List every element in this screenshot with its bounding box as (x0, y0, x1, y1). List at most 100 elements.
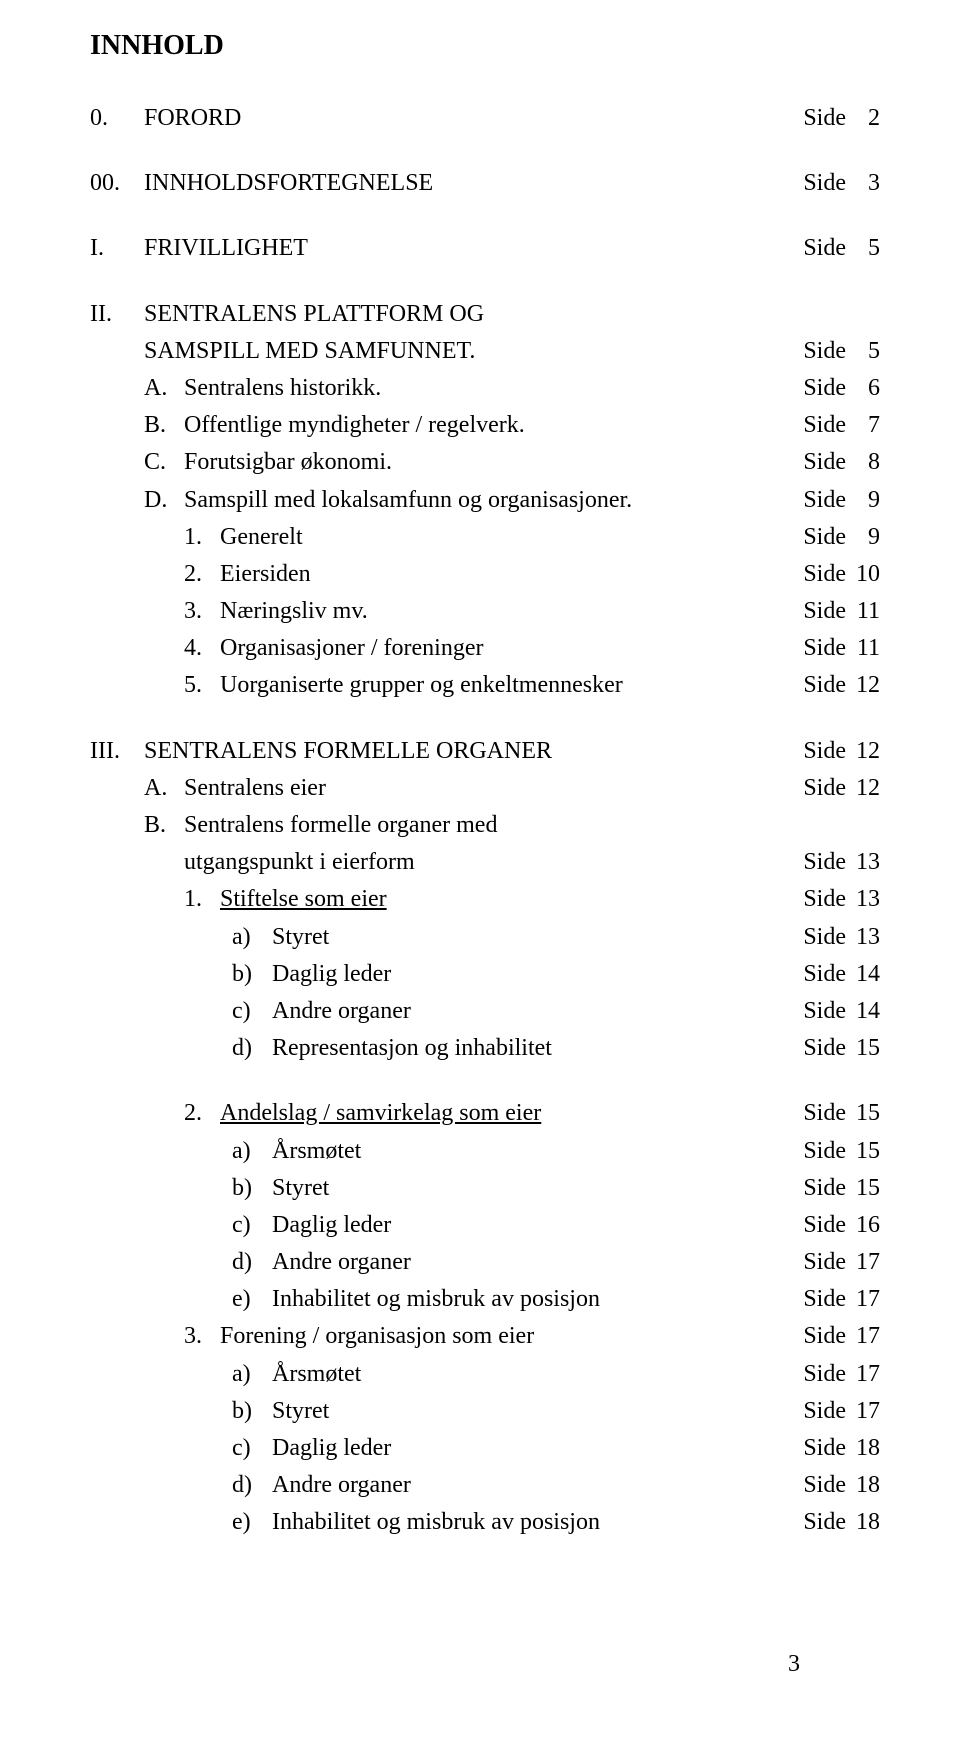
toc-label: Årsmøtet (272, 1133, 791, 1170)
page-ref-number: 17 (852, 1318, 880, 1355)
toc-row: 2.Andelslag / samvirkelag som eierSide 1… (90, 1095, 880, 1132)
toc-page-ref: Side 12 (791, 733, 880, 770)
page-label: Side (803, 770, 846, 807)
page-label: Side (803, 593, 846, 630)
toc-row: 1.Stiftelse som eierSide 13 (90, 881, 880, 918)
page-ref-number: 18 (852, 1430, 880, 1467)
page-ref-number: 17 (852, 1281, 880, 1318)
page-label: Side (803, 667, 846, 704)
toc-row-left: 3.Næringsliv mv. (90, 593, 791, 630)
page-label: Side (803, 1430, 846, 1467)
page-label: Side (803, 1133, 846, 1170)
toc-row: b)Daglig lederSide 14 (90, 956, 880, 993)
toc-label: Sentralens formelle organer med (184, 807, 880, 844)
page-ref-number: 16 (852, 1207, 880, 1244)
toc-row: a)StyretSide 13 (90, 919, 880, 956)
page-label: Side (803, 370, 846, 407)
toc-row-left: d)Andre organer (90, 1467, 791, 1504)
toc-page-ref: Side 15 (791, 1095, 880, 1132)
page-label: Side (803, 733, 846, 770)
toc-marker: d) (232, 1030, 272, 1067)
toc-marker: 1. (184, 519, 220, 556)
toc-marker: A. (144, 770, 184, 807)
toc-row: B.Offentlige myndigheter / regelverk. Sid… (90, 407, 880, 444)
toc-row-left: e)Inhabilitet og misbruk av posisjon (90, 1281, 791, 1318)
page-number: 3 (788, 1651, 800, 1678)
toc-marker: B. (144, 807, 184, 844)
toc-marker: C. (144, 444, 184, 481)
toc-label: Sentralens eier (184, 770, 791, 807)
toc-marker: b) (232, 956, 272, 993)
page-ref-number: 12 (852, 667, 880, 704)
page-label: Side (803, 230, 846, 267)
page-label: Side (803, 1467, 846, 1504)
toc-page-ref: Side 17 (791, 1318, 880, 1355)
toc-row: I.FRIVILLIGHET Side 5 (90, 230, 880, 267)
toc-marker: II. (90, 296, 144, 333)
section-gap (90, 705, 880, 733)
toc-row-left: c)Daglig leder (90, 1207, 791, 1244)
toc-marker: 00. (90, 165, 144, 202)
toc-row: 5.Uorganiserte grupper og enkeltmenneske… (90, 667, 880, 704)
toc-marker: c) (232, 1207, 272, 1244)
page-label: Side (803, 333, 846, 370)
section-gap (90, 268, 880, 296)
page-label: Side (803, 630, 846, 667)
toc-marker: D. (144, 482, 184, 519)
toc-row-left: d)Representasjon og inhabilitet (90, 1030, 791, 1067)
toc-row-left: c)Daglig leder (90, 1430, 791, 1467)
page-ref-number: 15 (852, 1133, 880, 1170)
toc-page-ref: Side 11 (791, 630, 880, 667)
page-ref-number: 11 (852, 630, 880, 667)
toc-marker: 1. (184, 881, 220, 918)
toc-page-ref: Side 9 (791, 519, 880, 556)
page-ref-number: 5 (852, 230, 880, 267)
page-ref-number: 5 (852, 333, 880, 370)
page-label: Side (803, 993, 846, 1030)
toc-row: C.Forutsigbar økonomi.Side 8 (90, 444, 880, 481)
toc-page-ref: Side 17 (791, 1356, 880, 1393)
toc-row-left: b)Styret (90, 1393, 791, 1430)
page-label: Side (803, 407, 846, 444)
toc-row-left: A.Sentralens historikk. (90, 370, 791, 407)
toc-row: e)Inhabilitet og misbruk av posisjonSide… (90, 1281, 880, 1318)
page-ref-number: 17 (852, 1244, 880, 1281)
toc-row-left: B.Offentlige myndigheter / regelverk. (90, 407, 791, 444)
toc-row: d)Andre organerSide 17 (90, 1244, 880, 1281)
toc-label: Daglig leder (272, 1430, 791, 1467)
toc-marker: 4. (184, 630, 220, 667)
page-ref-number: 12 (852, 770, 880, 807)
page-label: Side (803, 1207, 846, 1244)
toc-row-left: 0.FORORD (90, 100, 791, 137)
toc-row: 1.GenereltSide 9 (90, 519, 880, 556)
page-label: Side (803, 1504, 846, 1541)
toc-row: 4.Organisasjoner / foreningerSide 11 (90, 630, 880, 667)
document-page: INNHOLD 0.FORORDSide 200.INNHOLDSFORTEGN… (90, 30, 880, 1703)
page-label: Side (803, 1393, 846, 1430)
toc-row-left: 3.Forening / organisasjon som eier (90, 1318, 791, 1355)
toc-marker: 2. (184, 556, 220, 593)
toc-label: Eiersiden (220, 556, 791, 593)
toc-row-left: a)Styret (90, 919, 791, 956)
page-ref-number: 18 (852, 1504, 880, 1541)
toc-page-ref: Side 12 (791, 770, 880, 807)
toc-row-left: 1.Stiftelse som eier (90, 881, 791, 918)
toc-row: 3.Næringsliv mv.Side 11 (90, 593, 880, 630)
page-ref-number: 17 (852, 1356, 880, 1393)
page-ref-number: 8 (852, 444, 880, 481)
toc-label: Forening / organisasjon som eier (220, 1318, 791, 1355)
toc-label: utgangspunkt i eierform (184, 844, 791, 881)
toc-page-ref: Side 14 (791, 956, 880, 993)
toc-marker: a) (232, 919, 272, 956)
toc-row-left: II.SENTRALENS PLATTFORM OG (90, 296, 880, 333)
toc-page-ref: Side 13 (791, 844, 880, 881)
toc-label: SAMSPILL MED SAMFUNNET. (144, 333, 791, 370)
toc-marker: c) (232, 993, 272, 1030)
toc-row: 00.INNHOLDSFORTEGNELSESide 3 (90, 165, 880, 202)
toc-marker: I. (90, 230, 144, 267)
toc-page-ref: Side 8 (791, 444, 880, 481)
toc-label: FRIVILLIGHET (144, 230, 791, 267)
page-label: Side (803, 556, 846, 593)
page-ref-number: 15 (852, 1170, 880, 1207)
toc-row: II.SENTRALENS PLATTFORM OG (90, 296, 880, 333)
